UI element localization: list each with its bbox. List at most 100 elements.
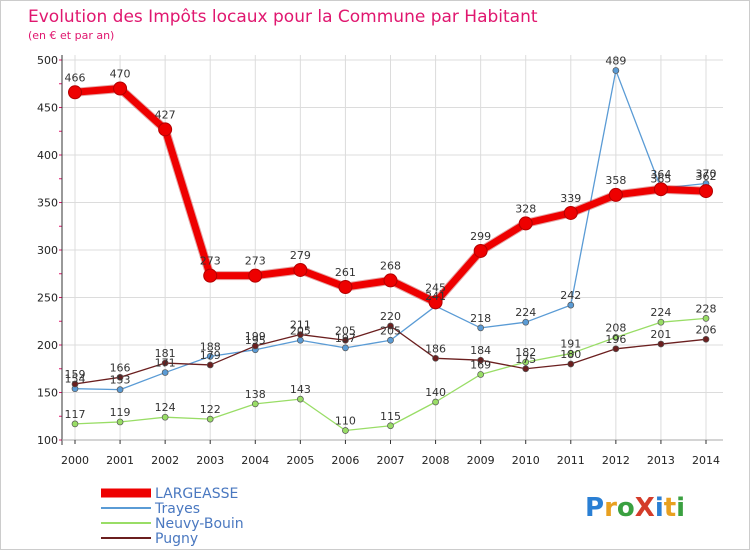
- x-tick-label: 2004: [241, 454, 269, 467]
- data-point-pugny: [702, 335, 710, 343]
- x-tick-label: 2010: [512, 454, 540, 467]
- data-point-pugny: [567, 360, 575, 368]
- data-label-largeasse: 273: [200, 255, 221, 268]
- data-point-pugny: [387, 322, 394, 330]
- x-tick-label: 2005: [286, 454, 314, 467]
- data-point-pugny: [432, 354, 439, 362]
- data-label-pugny: 196: [605, 333, 626, 346]
- legend-label-largeasse: LARGEASSE: [155, 486, 238, 502]
- data-label-trayes: 171: [155, 357, 176, 370]
- data-point-largeasse: [203, 268, 218, 283]
- data-label-largeasse: 299: [470, 230, 491, 243]
- data-label-trayes: 365: [650, 172, 671, 185]
- proxiti-letter: t: [664, 493, 676, 523]
- x-tick-label: 2002: [151, 454, 179, 467]
- proxiti-letter: P: [585, 493, 604, 523]
- data-point-largeasse: [113, 81, 128, 96]
- series-layer: [68, 67, 713, 434]
- data-label-neuvy-bouin: 169: [470, 358, 491, 371]
- data-label-trayes: 205: [380, 324, 401, 337]
- data-label-largeasse: 328: [515, 202, 536, 215]
- data-point-neuvy-bouin: [251, 400, 259, 408]
- proxiti-letter: i: [676, 493, 685, 523]
- data-point-neuvy-bouin: [702, 315, 710, 322]
- data-label-neuvy-bouin: 117: [65, 408, 86, 421]
- x-tick-label: 2007: [377, 454, 405, 467]
- data-point-neuvy-bouin: [161, 413, 169, 421]
- data-label-largeasse: 261: [335, 266, 356, 279]
- data-point-largeasse: [699, 184, 713, 199]
- data-label-trayes: 224: [515, 306, 536, 319]
- data-point-pugny: [522, 365, 530, 373]
- data-point-neuvy-bouin: [432, 398, 439, 406]
- data-label-trayes: 153: [110, 374, 131, 387]
- data-label-neuvy-bouin: 224: [650, 306, 671, 319]
- data-point-trayes: [612, 67, 620, 74]
- data-point-neuvy-bouin: [206, 415, 214, 423]
- y-tick-label: 300: [37, 244, 58, 257]
- data-point-trayes: [567, 301, 575, 309]
- data-label-trayes: 195: [245, 334, 266, 347]
- legend-label-trayes: Trayes: [154, 501, 200, 517]
- x-tick-label: 2014: [692, 454, 720, 467]
- y-tick-label: 500: [37, 54, 58, 67]
- data-label-neuvy-bouin: 119: [110, 406, 131, 419]
- data-label-pugny: 205: [335, 324, 356, 337]
- data-label-largeasse: 245: [425, 281, 446, 294]
- data-label-pugny: 211: [290, 319, 311, 332]
- x-tick-label: 2000: [61, 454, 89, 467]
- data-label-neuvy-bouin: 140: [425, 386, 446, 399]
- data-label-pugny: 180: [560, 348, 581, 361]
- y-tick-label: 150: [37, 387, 58, 400]
- data-label-largeasse: 364: [650, 168, 671, 181]
- data-label-neuvy-bouin: 115: [380, 410, 401, 423]
- data-label-pugny: 159: [65, 368, 86, 381]
- data-label-pugny: 199: [245, 330, 266, 343]
- data-point-pugny: [206, 361, 214, 369]
- data-point-neuvy-bouin: [567, 350, 575, 357]
- data-label-largeasse: 339: [560, 192, 581, 205]
- axes: [59, 55, 723, 445]
- data-point-neuvy-bouin: [116, 418, 124, 426]
- data-label-trayes: 242: [560, 289, 581, 302]
- x-tick-label: 2006: [331, 454, 359, 467]
- data-point-trayes: [522, 318, 530, 326]
- data-point-largeasse: [158, 122, 173, 137]
- x-tick-label: 2013: [647, 454, 675, 467]
- data-point-largeasse: [68, 85, 82, 100]
- data-label-largeasse: 470: [110, 68, 131, 81]
- data-label-trayes: 188: [200, 340, 221, 353]
- chart-title: Evolution des Impôts locaux pour la Comm…: [28, 7, 538, 27]
- data-label-largeasse: 273: [245, 255, 266, 268]
- data-label-largeasse: 466: [65, 71, 86, 84]
- data-label-neuvy-bouin: 143: [290, 383, 311, 396]
- data-point-neuvy-bouin: [612, 334, 620, 341]
- x-tick-label: 2001: [106, 454, 134, 467]
- data-label-neuvy-bouin: 191: [560, 338, 581, 351]
- proxiti-letter: o: [617, 493, 635, 523]
- proxiti-wordmark: ProXiti: [585, 493, 685, 523]
- data-point-trayes: [116, 386, 124, 393]
- y-tick-label: 250: [37, 292, 58, 305]
- data-label-pugny: 201: [650, 328, 671, 341]
- data-label-pugny: 179: [200, 349, 221, 362]
- data-label-neuvy-bouin: 208: [605, 321, 626, 334]
- x-tick-label: 2011: [557, 454, 585, 467]
- y-tick-label: 200: [37, 339, 58, 352]
- legend-label-neuvy-bouin: Neuvy-Bouin: [155, 516, 244, 532]
- data-point-neuvy-bouin: [342, 427, 349, 434]
- data-point-largeasse: [248, 268, 263, 283]
- data-label-largeasse: 358: [605, 174, 626, 187]
- data-point-neuvy-bouin: [522, 358, 530, 366]
- data-point-pugny: [297, 331, 304, 338]
- data-point-pugny: [251, 342, 259, 350]
- proxiti-logo: ProXiti: [585, 493, 685, 523]
- x-tick-label: 2008: [422, 454, 450, 467]
- data-label-trayes: 370: [696, 168, 717, 181]
- data-point-trayes: [387, 336, 394, 344]
- data-label-largeasse: 427: [155, 108, 176, 121]
- data-labels: 466 470 427 273 273 279 261 268 245 299 328 339 358 3…: [65, 54, 717, 427]
- data-label-pugny: 220: [380, 310, 401, 323]
